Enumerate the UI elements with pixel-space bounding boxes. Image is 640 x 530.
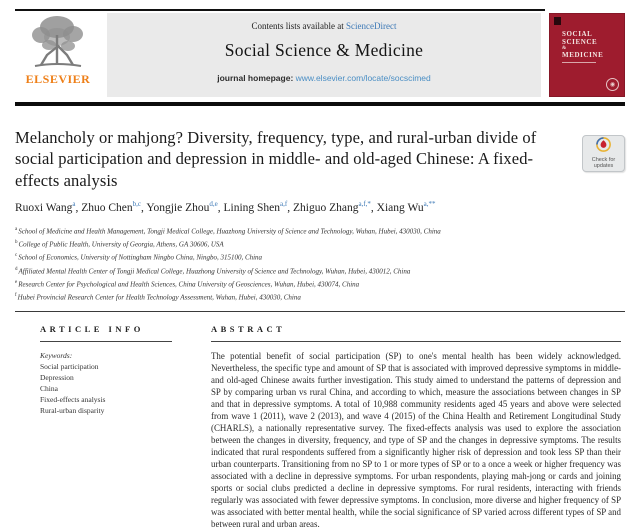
affiliation-line: aSchool of Medicine and Health Managemen… <box>15 226 441 236</box>
elsevier-wordmark: ELSEVIER <box>25 72 91 86</box>
affiliation-line: eResearch Center for Psychological and H… <box>15 280 360 289</box>
abstract-text: The potential benefit of social particip… <box>211 351 621 530</box>
keyword: Social participation <box>40 362 99 372</box>
author: Ruoxi Wanga, <box>15 200 79 214</box>
author-affiliation-sup: a,f <box>280 200 288 208</box>
keyword: Fixed-effects analysis <box>40 395 106 405</box>
top-rule <box>15 9 545 11</box>
badge-area: Check for updates <box>537 127 625 192</box>
cover-title-line: MEDICINE <box>562 51 604 59</box>
affiliation-line: fHubei Provincial Research Center for He… <box>15 293 301 302</box>
elsevier-tree-icon <box>27 13 89 71</box>
check-for-updates-badge[interactable]: Check for updates <box>582 134 625 172</box>
sciencedirect-link[interactable]: ScienceDirect <box>346 21 397 31</box>
section-divider-rule <box>15 310 625 313</box>
header-thick-rule <box>15 102 625 106</box>
contents-prefix: Contents lists available at <box>251 21 346 31</box>
journal-title: Social Science & Medicine <box>224 40 424 60</box>
homepage-line: journal homepage: www.elsevier.com/locat… <box>107 73 541 83</box>
abstract-column: ABSTRACT The potential benefit of social… <box>211 324 621 530</box>
journal-cover-thumbnail[interactable]: SOCIAL SCIENCE & MEDICINE ◉ <box>549 13 625 97</box>
keyword: China <box>40 384 58 394</box>
homepage-link[interactable]: www.elsevier.com/locate/socscimed <box>295 73 431 83</box>
journal-article-first-page: ELSEVIER Contents lists available at Sci… <box>0 9 640 530</box>
affiliation-line: dAffiliated Mental Health Center of Tong… <box>15 266 411 276</box>
abstract-heading: ABSTRACT <box>211 324 286 335</box>
info-abstract-section: ARTICLE INFO Keywords: Social participat… <box>15 324 625 530</box>
cover-underline <box>562 62 596 63</box>
cover-title-line: & <box>562 46 567 51</box>
author: Zhuo Chenb,c, <box>81 200 144 214</box>
author: Yongjie Zhoud,e, <box>146 200 221 214</box>
article-info-column: ARTICLE INFO Keywords: Social participat… <box>40 324 172 530</box>
check-for-updates-icon <box>596 137 611 157</box>
author-affiliation-sup: d,e <box>209 200 218 208</box>
author-affiliation-sup: a,f,* <box>358 200 371 208</box>
article-title: Melancholy or mahjong? Diversity, freque… <box>15 127 537 190</box>
journal-banner: Contents lists available at ScienceDirec… <box>107 13 541 97</box>
author: Xiang Wua,** <box>376 200 436 214</box>
check-badge-label-line2: updates <box>593 163 614 169</box>
affiliation-line: cSchool of Economics, University of Nott… <box>15 253 263 262</box>
author: Zhiguo Zhanga,f,*, <box>292 200 374 214</box>
cover-publisher-mark-icon <box>554 17 561 25</box>
author-affiliation-sup: a,** <box>423 200 436 208</box>
author: Lining Shena,f, <box>223 200 291 214</box>
cover-title-line: SOCIAL <box>562 30 593 38</box>
elsevier-logo[interactable]: ELSEVIER <box>15 13 101 97</box>
author-affiliation-sup: a <box>72 200 76 208</box>
keyword: Depression <box>40 373 74 383</box>
homepage-label: journal homepage: <box>217 73 296 83</box>
article-info-rule <box>40 341 172 343</box>
abstract-rule <box>211 341 621 343</box>
affiliation-list: aSchool of Medicine and Health Managemen… <box>15 224 625 304</box>
cover-title-line: SCIENCE <box>562 38 598 46</box>
author-list: Ruoxi Wanga, Zhuo Chenb,c, Yongjie Zhoud… <box>15 200 625 214</box>
check-badge-label-line1: Check for <box>591 157 616 163</box>
article-info-heading: ARTICLE INFO <box>40 324 144 335</box>
journal-header: ELSEVIER Contents lists available at Sci… <box>15 13 625 97</box>
author-affiliation-sup: b,c <box>132 200 141 208</box>
keywords-label: Keywords: <box>40 351 73 361</box>
cover-title: SOCIAL SCIENCE & MEDICINE <box>562 30 603 63</box>
contents-line: Contents lists available at ScienceDirec… <box>107 21 541 31</box>
title-row: Melancholy or mahjong? Diversity, freque… <box>15 127 625 192</box>
keyword: Rural-urban disparity <box>40 406 105 416</box>
cover-seal-icon: ◉ <box>606 78 619 91</box>
affiliation-line: bCollege of Public Health, University of… <box>15 240 224 249</box>
